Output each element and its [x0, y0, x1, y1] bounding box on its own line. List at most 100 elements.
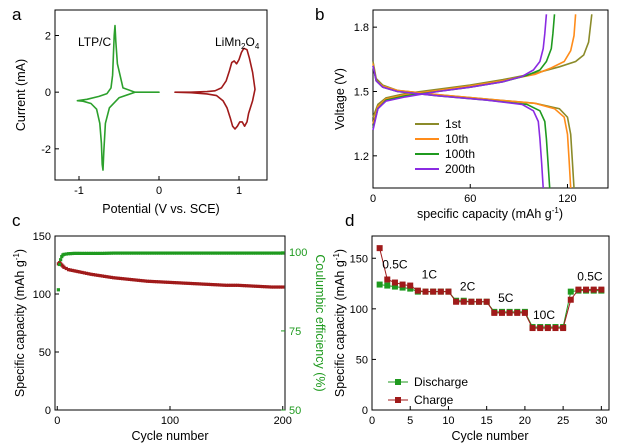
panel-d-discharge-point	[376, 281, 383, 288]
panel-c-capacity-point	[118, 276, 122, 281]
b-xlabel-sup: -1	[552, 206, 560, 215]
panel-c-x-ticks: 0 100 200	[54, 406, 292, 427]
panel-d-rate-label-4: 10C	[533, 308, 555, 322]
limn-sub-2: 2	[241, 42, 246, 51]
panel-c-efficiency-point	[98, 251, 102, 255]
panel-c-capacity-point	[68, 268, 73, 272]
panel-c-efficiency-point	[112, 251, 116, 255]
panel-a-x-ticks: -1 0 1	[74, 176, 242, 197]
panel-c-efficiency-point	[168, 251, 172, 255]
panel-d-legend-marker-charge	[395, 397, 401, 403]
panel-c-capacity-point	[84, 271, 89, 275]
panel-c-capacity-point	[240, 283, 244, 288]
panel-c-efficiency-point	[240, 251, 244, 255]
panel-c-efficiency-point	[242, 251, 247, 255]
panel-d-charge-point	[506, 309, 513, 316]
panel-c-capacity-point	[227, 283, 231, 287]
d-ylabel-main: Specific capacity (mAh g	[333, 260, 347, 397]
panel-c-capacity-point	[204, 282, 208, 286]
panel-c-capacity-point	[103, 274, 107, 278]
panel-c-capacity-point	[269, 285, 274, 289]
panel-c-capacity-point	[66, 268, 71, 272]
panel-d-charge-point	[460, 298, 467, 305]
panel-c-efficiency-point	[59, 258, 63, 262]
panel-c-capacity-point	[263, 285, 267, 289]
panel-c-capacity-point	[208, 282, 213, 287]
panel-c-capacity-point	[123, 277, 127, 281]
panel-c-capacity-point	[168, 280, 172, 284]
panel-d-discharge-point	[399, 284, 406, 291]
panel-d-charge-point	[529, 325, 536, 332]
panel-b-10th-charge-curve	[372, 14, 577, 124]
panel-a: a -1 0 1 -202 LTP/C LiMn2O4 Potential (V v…	[12, 5, 268, 216]
panel-c-xtick-label-0: 0	[54, 415, 60, 427]
panel-c-efficiency-point	[224, 251, 228, 255]
panel-c-capacity-point	[247, 284, 251, 288]
panel-c-efficiency-point	[249, 251, 253, 255]
panel-d-charge-point	[437, 288, 444, 295]
panel-d-charge-point	[483, 298, 490, 305]
panel-d-rate-label-5: 0.5C	[577, 270, 603, 284]
panel-c-capacity-point	[136, 278, 141, 282]
panel-c-efficiency-point	[78, 251, 82, 255]
panel-c-efficiency-point	[188, 251, 192, 255]
panel-c-capacity-point	[272, 285, 276, 289]
panel-c-capacity-point	[220, 283, 224, 287]
panel-b-200th-discharge-curve	[372, 65, 544, 189]
panel-c-efficiency-point	[267, 251, 271, 255]
panel-c-efficiency-point	[197, 251, 201, 255]
panel-b-xtick-label-0: 0	[370, 193, 376, 205]
panel-c-efficiency-point	[265, 251, 269, 255]
panel-b-legend-label-1st: 1st	[445, 117, 462, 131]
panel-c-efficiency-point	[154, 251, 159, 255]
panel-c-capacity-point	[154, 280, 159, 284]
panel-c-efficiency-point	[269, 251, 274, 255]
panel-c-capacity-point	[148, 279, 152, 283]
panel-d-charge-point	[376, 245, 383, 252]
panel-d-discharge-point	[391, 283, 398, 290]
panel-b-letter: b	[315, 5, 324, 24]
panel-d-rate-label-3: 5C	[498, 291, 514, 305]
panel-c-capacity-point	[233, 283, 237, 287]
panel-c-y2label: Coulumbic efficiency (%)	[313, 254, 327, 391]
panel-d-xtick-label-3: 15	[481, 415, 493, 427]
panel-a-ytick-label-2: 2	[45, 31, 51, 43]
panel-c-efficiency-point	[161, 251, 165, 255]
panel-c-ytick-label-0: 0	[45, 405, 51, 417]
panel-c-efficiency-point	[127, 251, 132, 255]
panel-c-y-ticks: 0 50 100 150	[33, 231, 59, 417]
panel-c-capacity-point	[188, 281, 192, 286]
panel-c-efficiency-point	[109, 251, 113, 255]
panel-d-rate-label-2: 2C	[460, 280, 476, 294]
panel-c-efficiency-point	[125, 251, 129, 255]
panel-b-ytick-label-0: 1.2	[354, 151, 369, 163]
panel-d-charge-point	[407, 282, 414, 289]
panel-c-efficiency-point	[130, 251, 134, 255]
panel-a-xtick-label-0: -1	[74, 185, 84, 197]
panel-d-charge-point	[445, 288, 452, 295]
panel-a-letter: a	[12, 5, 22, 24]
panel-c-capacity-point	[76, 269, 80, 274]
panel-c-efficiency-point	[215, 251, 219, 255]
panel-b-y-ticks: 1.2 1.5 1.8	[354, 22, 377, 163]
panel-c-capacity-point	[109, 275, 113, 280]
panel-c-efficiency-point	[199, 251, 204, 255]
panel-d-charge-point	[498, 309, 505, 316]
panel-c-y2tick-label-1: 75	[289, 326, 301, 338]
panel-c-capacity-point	[62, 265, 66, 269]
panel-c-capacity-point	[172, 281, 177, 285]
panel-c-capacity-point	[163, 280, 168, 284]
panel-c-efficiency-point	[220, 251, 224, 255]
panel-c-capacity-point	[166, 280, 170, 284]
panel-c-capacity-point	[121, 277, 125, 281]
panel-d-ylabel: Specific capacity (mAh g-1)	[332, 249, 347, 397]
panel-c-capacity-point	[159, 280, 163, 284]
panel-c-capacity-point	[87, 272, 91, 276]
panel-c-capacity-point	[130, 278, 134, 282]
panel-c-efficiency-point	[114, 251, 118, 255]
panel-c-capacity-point	[141, 279, 145, 283]
panel-c-efficiency-point	[84, 251, 89, 255]
panel-c-efficiency-point	[236, 251, 240, 255]
